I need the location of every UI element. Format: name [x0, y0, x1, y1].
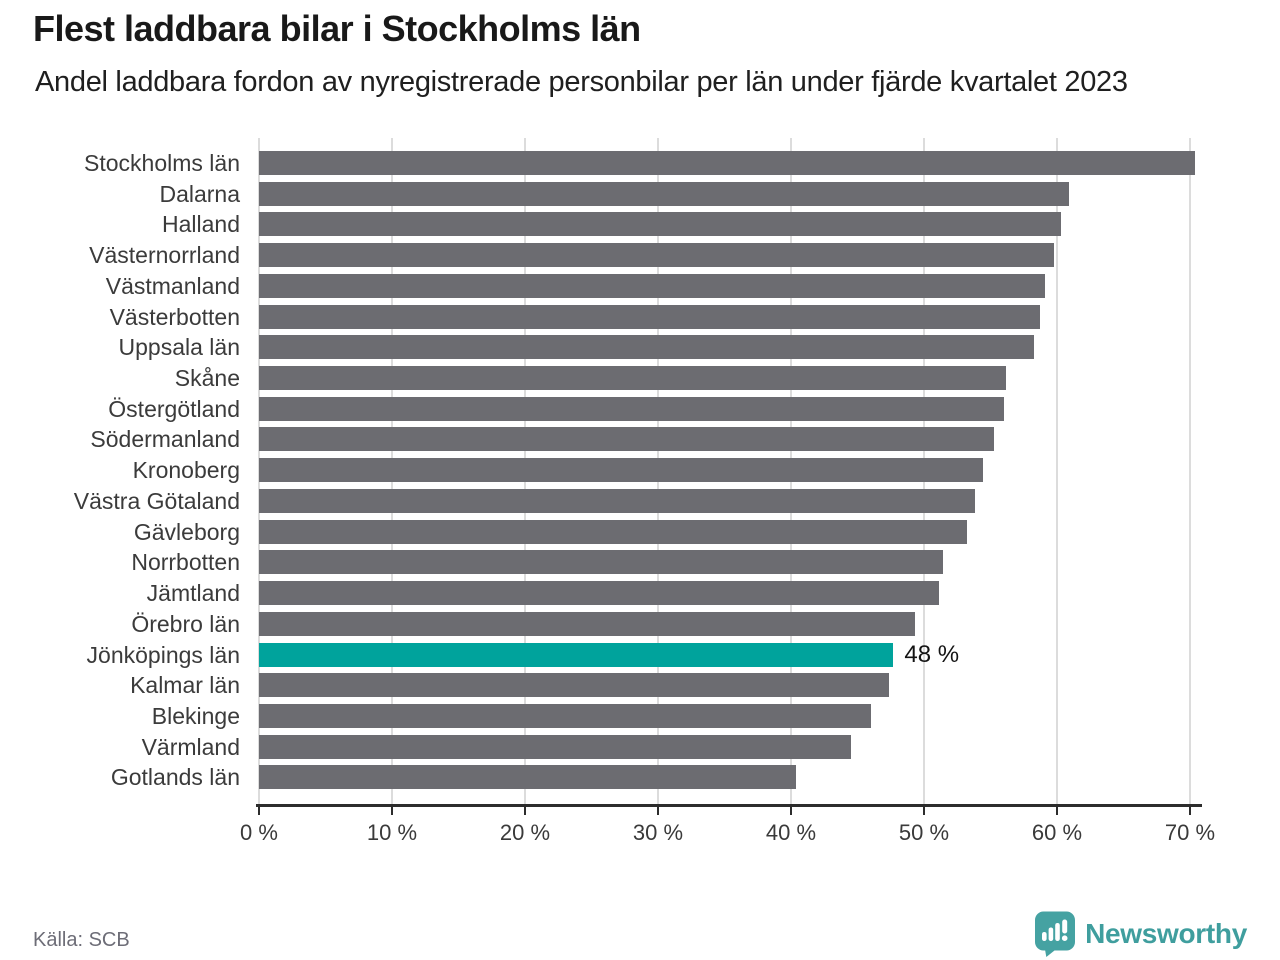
bar-v-sterbotten — [259, 304, 1040, 329]
x-tick-60 — [1056, 804, 1058, 815]
x-tick-30 — [657, 804, 659, 815]
category-label-v-sterbotten: Västerbotten — [109, 303, 240, 330]
x-tick-label-10: 10 % — [366, 820, 418, 845]
category-label-kalmar-l-n: Kalmar län — [130, 672, 240, 699]
x-tick-label-50: 50 % — [898, 820, 950, 845]
source-note: Källa: SCB — [33, 929, 130, 951]
gridline-70 — [1189, 138, 1191, 805]
category-label-g-vleborg: Gävleborg — [133, 518, 240, 545]
bar-sk-ne — [259, 366, 1007, 391]
category-label-norrbotten: Norrbotten — [131, 549, 240, 576]
category-label-v-rmland: Värmland — [141, 733, 240, 760]
bar--sterg-tland — [259, 396, 1004, 421]
category-label-gotlands-l-n: Gotlands län — [110, 764, 240, 791]
x-tick-label-20: 20 % — [499, 820, 551, 845]
x-tick-20 — [524, 804, 526, 815]
category-label-uppsala-l-n: Uppsala län — [118, 334, 240, 361]
category-label--rebro-l-n: Örebro län — [131, 610, 240, 637]
highlight-value-label: 48 % — [904, 640, 960, 668]
gridline-0 — [258, 138, 260, 805]
category-label-v-stmanland: Västmanland — [105, 272, 240, 299]
newsworthy-logo: Newsworthy — [1034, 911, 1247, 957]
category-label-v-stra-g-taland: Västra Götaland — [73, 487, 240, 514]
newsworthy-bubble-chart-icon — [1035, 911, 1076, 957]
x-tick-label-40: 40 % — [765, 820, 817, 845]
category-label-j-mtland: Jämtland — [146, 580, 240, 607]
x-tick-0 — [258, 804, 260, 815]
bar-gotlands-l-n — [259, 765, 797, 790]
bar-v-stmanland — [259, 273, 1046, 298]
x-tick-10 — [391, 804, 393, 815]
bar-g-vleborg — [259, 519, 967, 544]
x-tick-label-60: 60 % — [1031, 820, 1083, 845]
bar-stockholms-l-n — [259, 151, 1196, 175]
chart-subtitle: Andel laddbara fordon av nyregistrerade … — [35, 66, 1128, 98]
bar-uppsala-l-n — [259, 335, 1035, 360]
bar-v-sternorrland — [259, 243, 1055, 268]
x-tick-40 — [790, 804, 792, 815]
bar-v-rmland — [259, 734, 851, 759]
x-tick-label-70: 70 % — [1164, 820, 1216, 845]
chart-title: Flest laddbara bilar i Stockholms län — [33, 8, 641, 49]
category-label-halland: Halland — [162, 211, 240, 238]
bar-norrbotten — [259, 550, 943, 575]
category-label-v-sternorrland: Västernorrland — [89, 242, 240, 269]
bar-blekinge — [259, 703, 871, 728]
bar-v-stra-g-taland — [259, 488, 975, 513]
bar-halland — [259, 212, 1061, 237]
plot-area: 48 % 0 % 10 % 20 % 30 % 40 % 50 % 60 % 70 % — [240, 138, 1215, 845]
category-label-dalarna: Dalarna — [159, 180, 240, 207]
bar-j-nk-pings-l-n — [259, 642, 894, 667]
newsworthy-wordmark: Newsworthy — [1085, 918, 1247, 949]
x-tick-70 — [1189, 804, 1191, 815]
x-tick-50 — [923, 804, 925, 815]
bar-kronoberg — [259, 458, 983, 483]
bar-s-dermanland — [259, 427, 995, 452]
category-label-stockholms-l-n: Stockholms län — [84, 150, 240, 176]
bar--rebro-l-n — [259, 611, 915, 636]
category-label--sterg-tland: Östergötland — [108, 395, 240, 422]
bar-j-mtland — [259, 581, 939, 606]
category-label-sk-ne: Skåne — [174, 365, 240, 392]
category-label-blekinge: Blekinge — [151, 702, 240, 729]
bar-kalmar-l-n — [259, 673, 890, 698]
bar-dalarna — [259, 181, 1069, 206]
gridline-60 — [1056, 138, 1058, 805]
y-axis-labels: Stockholms län Dalarna Halland Västernorrla… — [0, 138, 240, 805]
category-label-s-dermanland: Södermanland — [90, 426, 240, 453]
x-axis-line — [256, 804, 1202, 807]
category-label-kronoberg: Kronoberg — [132, 457, 240, 484]
category-label-j-nk-pings-l-n: Jönköpings län — [86, 641, 240, 668]
x-tick-label-0: 0 % — [240, 820, 278, 845]
x-tick-label-30: 30 % — [632, 820, 684, 845]
